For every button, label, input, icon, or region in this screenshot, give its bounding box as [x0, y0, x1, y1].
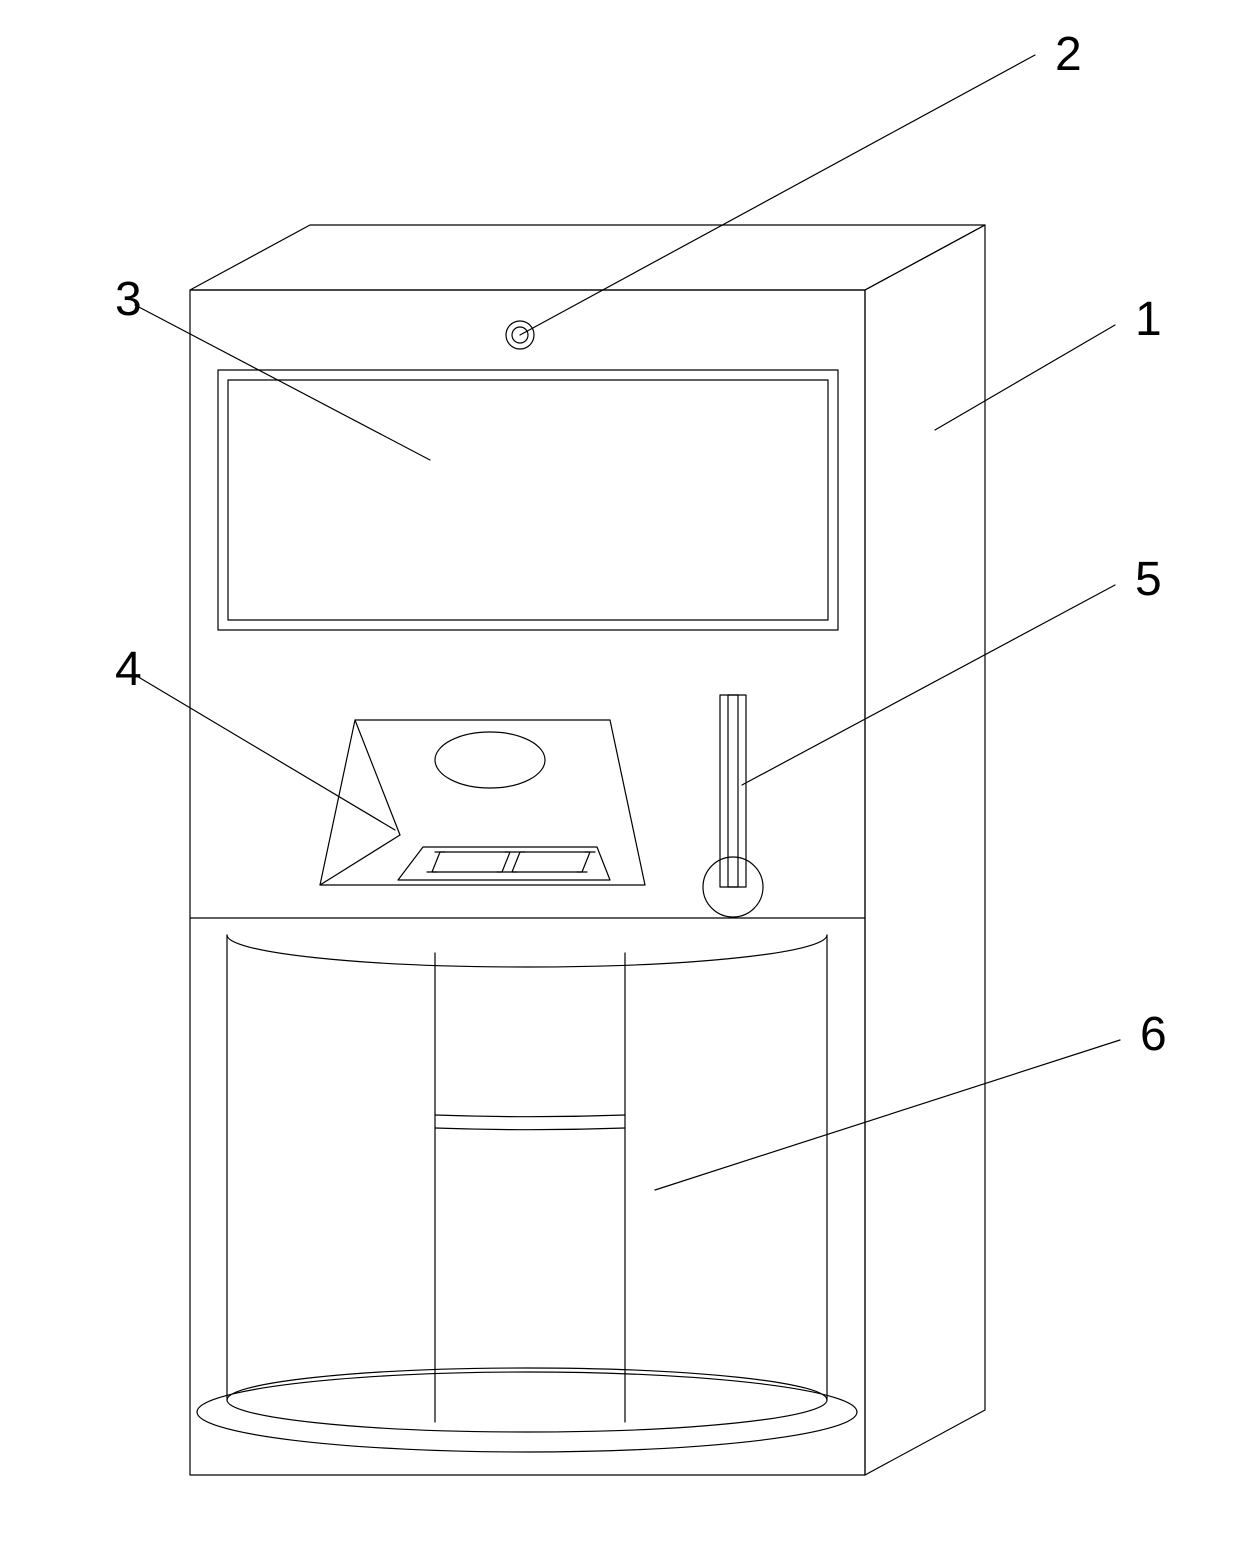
scan-pad-left[interactable] [432, 852, 510, 872]
callout-line-2 [520, 55, 1035, 335]
cabinet-top [190, 225, 985, 290]
cabinet-side [865, 225, 985, 1475]
scanner-recess [320, 720, 645, 885]
callout-line-6 [655, 1040, 1120, 1190]
callout-line-1 [935, 325, 1115, 430]
callout-label-2: 2 [1055, 28, 1082, 81]
display-screen[interactable] [218, 370, 838, 630]
callout-label-1: 1 [1135, 293, 1162, 346]
callout-label-6: 6 [1140, 1008, 1167, 1061]
display-screen-inner [228, 380, 828, 620]
drum-band [435, 1128, 625, 1130]
callout-label-4: 4 [115, 643, 142, 696]
drum-band [435, 1115, 625, 1117]
drum-base-ring [197, 1372, 857, 1452]
drum-bottom [227, 1368, 827, 1432]
recess-fold [320, 835, 400, 885]
recess-fold [355, 720, 400, 835]
scan-pad-right[interactable] [512, 852, 590, 872]
drum-top-edge [227, 935, 827, 967]
oval-sensor-icon[interactable] [435, 732, 545, 788]
callout-label-5: 5 [1135, 553, 1162, 606]
callout-line-4 [135, 675, 395, 830]
callout-line-5 [742, 585, 1115, 785]
lever-rail [728, 695, 738, 887]
callout-label-3: 3 [115, 273, 142, 326]
callout-line-3 [135, 305, 430, 460]
cabinet-front [190, 290, 865, 1475]
